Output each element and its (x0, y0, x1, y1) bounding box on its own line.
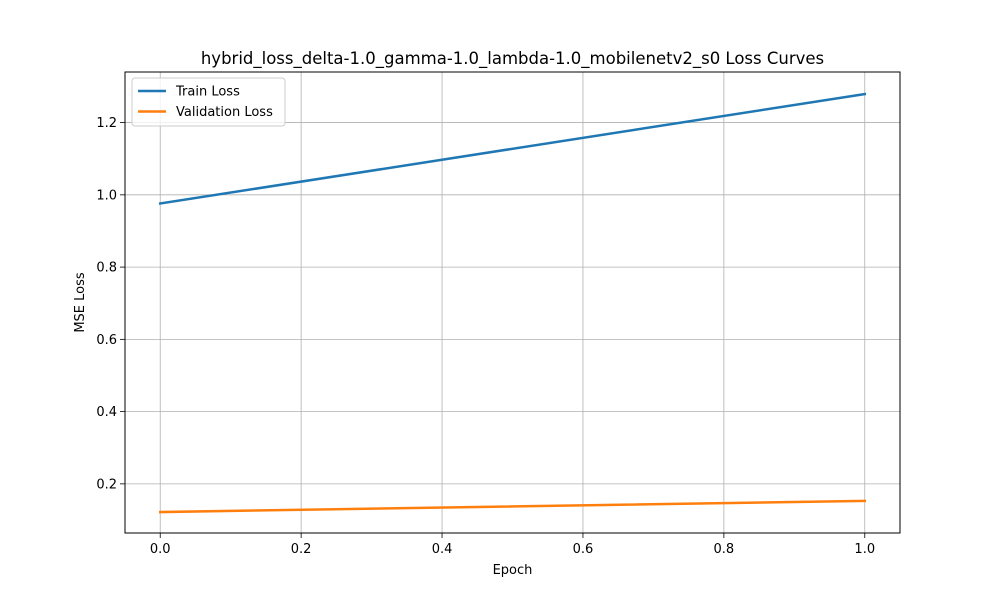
y-tick-label: 0.4 (96, 405, 117, 420)
x-tick-label: 0.6 (573, 542, 594, 557)
y-tick-label: 0.2 (96, 477, 117, 492)
legend: Train Loss Validation Loss (131, 77, 286, 127)
series-lines (158, 92, 867, 514)
x-tick-label: 0.8 (714, 542, 735, 557)
y-tick-label: 1.0 (96, 188, 117, 203)
series-line-0 (158, 92, 867, 205)
x-axis-title: Epoch (493, 563, 533, 578)
plot-frame (124, 71, 901, 534)
chart-title: hybrid_loss_delta-1.0_gamma-1.0_lambda-1… (201, 49, 824, 69)
y-tick-label: 1.2 (96, 116, 117, 131)
axis-ticks: 0.0 0.2 0.4 0.6 0.8 1.0 0.2 0.4 0.6 0.8 1.0 1.2 (96, 116, 875, 557)
x-tick-label: 0.0 (150, 542, 171, 557)
y-axis-title: MSE Loss (73, 272, 88, 333)
x-tick-label: 0.4 (432, 542, 453, 557)
grid (125, 72, 900, 533)
y-tick-label: 0.6 (96, 333, 117, 348)
x-tick-label: 1.0 (854, 542, 875, 557)
legend-box (131, 77, 286, 127)
series-line-1 (158, 499, 867, 514)
legend-label-1: Validation Loss (176, 105, 273, 120)
legend-label-0: Train Loss (175, 85, 240, 100)
x-tick-label: 0.2 (291, 542, 312, 557)
y-tick-label: 0.8 (96, 261, 117, 276)
